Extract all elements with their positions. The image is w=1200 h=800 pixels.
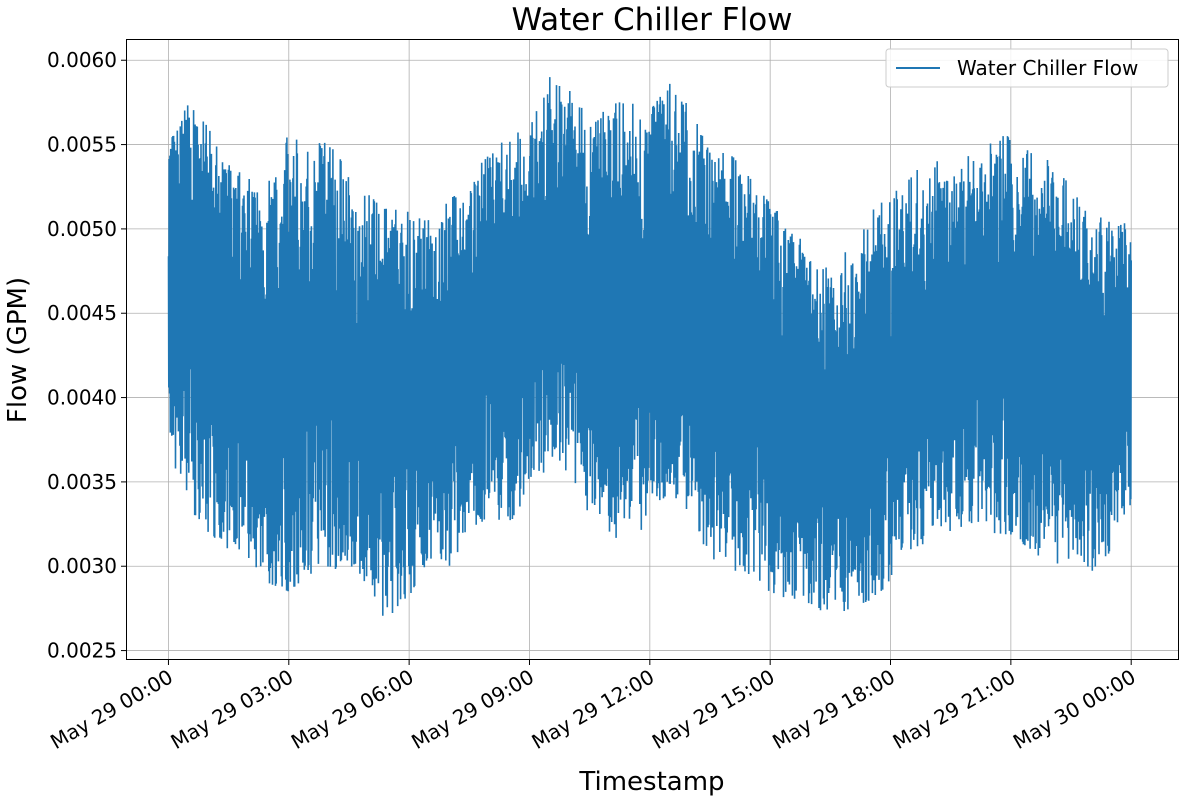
y-tick-label: 0.0045 (47, 301, 117, 325)
y-tick-label: 0.0035 (47, 470, 117, 494)
y-tick-label: 0.0055 (47, 133, 117, 157)
plot-frame (126, 39, 1179, 660)
series-line-water-chiller-flow (167, 77, 1132, 616)
y-tick-label: 0.0040 (47, 386, 117, 410)
x-tick-label: May 29 03:00 (167, 665, 298, 754)
x-tick-label: May 29 06:00 (287, 665, 418, 754)
x-tick-label: May 29 21:00 (889, 665, 1020, 754)
legend-box (885, 48, 1169, 88)
y-axis: 0.0025 0.0030 0.0035 0.0040 0.0045 0.0050 0.00… (47, 48, 127, 663)
legend: Water Chiller Flow (885, 48, 1169, 88)
x-axis-title: Timestamp (578, 767, 724, 797)
y-tick-label: 0.0025 (47, 639, 117, 663)
x-tick-label: May 29 12:00 (528, 665, 659, 754)
y-tick-label: 0.0060 (47, 48, 117, 72)
x-tick-label: May 29 00:00 (46, 665, 177, 754)
x-tick-label: May 30 00:00 (1009, 665, 1140, 754)
y-axis-title: Flow (GPM) (3, 277, 33, 423)
x-tick-label: May 29 09:00 (407, 665, 538, 754)
legend-label: Water Chiller Flow (957, 56, 1138, 80)
chart-title: Water Chiller Flow (511, 2, 792, 38)
x-tick-label: May 29 18:00 (768, 665, 899, 754)
y-tick-label: 0.0030 (47, 554, 117, 578)
x-tick-label: May 29 15:00 (648, 665, 779, 754)
series-layer (167, 77, 1132, 616)
y-tick-label: 0.0050 (47, 217, 117, 241)
